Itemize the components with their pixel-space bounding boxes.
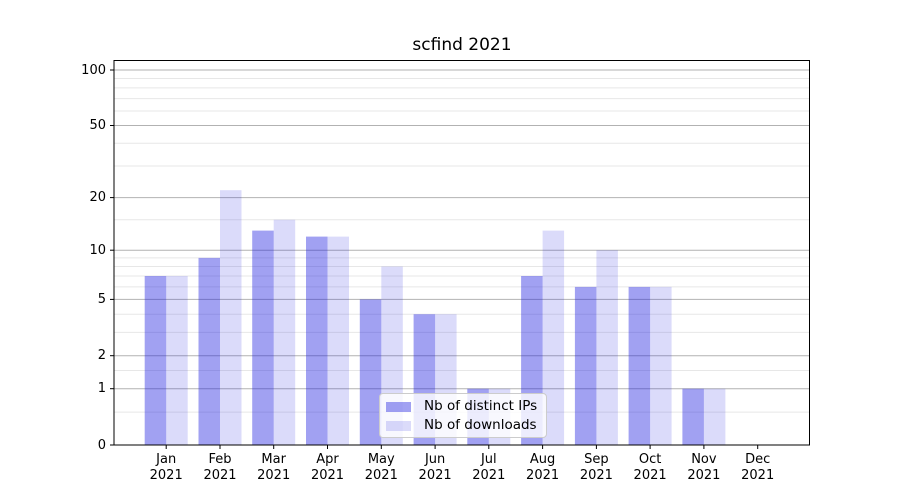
- y-tick-label-5: 5: [97, 291, 106, 307]
- x-tick-month: May: [367, 452, 395, 467]
- y-tick-label-100: 100: [81, 62, 106, 78]
- bar-downloads-oct: [650, 286, 672, 445]
- x-tick-label-aug: Aug 2021: [516, 452, 570, 484]
- legend-item-downloads: Nb of downloads: [386, 416, 546, 435]
- x-tick-year: 2021: [526, 468, 560, 483]
- x-tick-month: Nov: [691, 452, 717, 467]
- x-tick-year: 2021: [741, 468, 775, 483]
- bar-distinct-ips-sep: [574, 286, 597, 445]
- x-tick-month: Jun: [424, 452, 446, 467]
- x-tick-label-dec: Dec 2021: [731, 452, 785, 484]
- bar-downloads-apr: [327, 236, 349, 445]
- bar-downloads-aug: [542, 230, 565, 445]
- bar-distinct-ips-oct: [628, 286, 651, 445]
- x-tick-year: 2021: [687, 468, 721, 483]
- y-tick-label-0: 0: [97, 437, 106, 453]
- x-tick-label-sep: Sep 2021: [569, 452, 623, 484]
- x-tick-label-jul: Jul 2021: [462, 452, 516, 484]
- bar-distinct-ips-feb: [198, 257, 220, 445]
- x-tick-month: Feb: [208, 452, 232, 467]
- y-tick-label-2: 2: [97, 348, 106, 364]
- x-tick-label-mar: Mar 2021: [247, 452, 301, 484]
- x-tick-month: Apr: [316, 452, 339, 467]
- bar-downloads-nov: [703, 388, 726, 445]
- x-tick-month: Jul: [480, 452, 497, 467]
- legend-swatch-downloads-icon: [386, 420, 411, 431]
- x-tick-label-feb: Feb 2021: [193, 452, 247, 484]
- x-tick-label-nov: Nov 2021: [677, 452, 731, 484]
- x-tick-year: 2021: [418, 468, 452, 483]
- bar-distinct-ips-mar: [252, 230, 274, 445]
- x-tick-month: Oct: [638, 452, 662, 467]
- x-tick-year: 2021: [579, 468, 613, 483]
- x-tick-month: Sep: [584, 452, 609, 467]
- x-tick-label-may: May 2021: [354, 452, 408, 484]
- x-tick-month: Aug: [529, 452, 556, 467]
- x-tick-year: 2021: [472, 468, 506, 483]
- x-tick-label-apr: Apr 2021: [301, 452, 355, 484]
- x-tick-year: 2021: [149, 468, 183, 483]
- y-tick-label-20: 20: [89, 190, 106, 206]
- bar-downloads-sep: [596, 250, 618, 445]
- bar-downloads-feb: [220, 190, 242, 445]
- bar-distinct-ips-nov: [682, 388, 704, 445]
- bar-downloads-mar: [273, 219, 296, 445]
- x-tick-label-oct: Oct 2021: [623, 452, 677, 484]
- legend: Nb of distinct IPs Nb of downloads: [379, 393, 547, 438]
- legend-item-distinct-ips: Nb of distinct IPs: [386, 397, 546, 416]
- x-tick-year: 2021: [203, 468, 237, 483]
- bar-distinct-ips-jan: [144, 276, 167, 445]
- bar-distinct-ips-apr: [306, 236, 328, 445]
- chart-title: scfind 2021: [412, 35, 512, 55]
- y-tick-label-50: 50: [89, 118, 106, 133]
- x-tick-year: 2021: [257, 468, 291, 483]
- legend-label-distinct-ips: Nb of distinct IPs: [424, 398, 538, 414]
- bar-downloads-jan: [166, 276, 188, 445]
- x-tick-label-jun: Jun 2021: [408, 452, 462, 484]
- legend-swatch-distinct-ips-icon: [386, 401, 411, 412]
- legend-label-downloads: Nb of downloads: [424, 417, 537, 433]
- x-tick-year: 2021: [364, 468, 398, 483]
- x-tick-month: Jan: [156, 452, 177, 467]
- x-tick-year: 2021: [310, 468, 345, 483]
- x-tick-label-jan: Jan 2021: [139, 452, 193, 484]
- plot-border: [113, 60, 810, 446]
- x-tick-month: Mar: [261, 452, 286, 467]
- y-tick-label-10: 10: [89, 242, 106, 258]
- x-tick-year: 2021: [633, 468, 667, 483]
- bar-distinct-ips-may: [359, 299, 382, 445]
- x-tick-month: Dec: [745, 452, 771, 467]
- y-tick-label-1: 1: [97, 381, 106, 397]
